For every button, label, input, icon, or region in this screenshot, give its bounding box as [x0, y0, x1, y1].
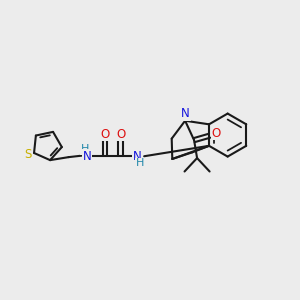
Text: S: S [24, 148, 32, 161]
Text: N: N [182, 107, 190, 120]
Text: N: N [133, 150, 141, 163]
Text: O: O [212, 127, 221, 140]
Text: H: H [81, 144, 89, 154]
Text: N: N [83, 150, 92, 163]
Text: O: O [116, 128, 125, 141]
Text: O: O [100, 128, 110, 141]
Text: H: H [136, 158, 144, 168]
